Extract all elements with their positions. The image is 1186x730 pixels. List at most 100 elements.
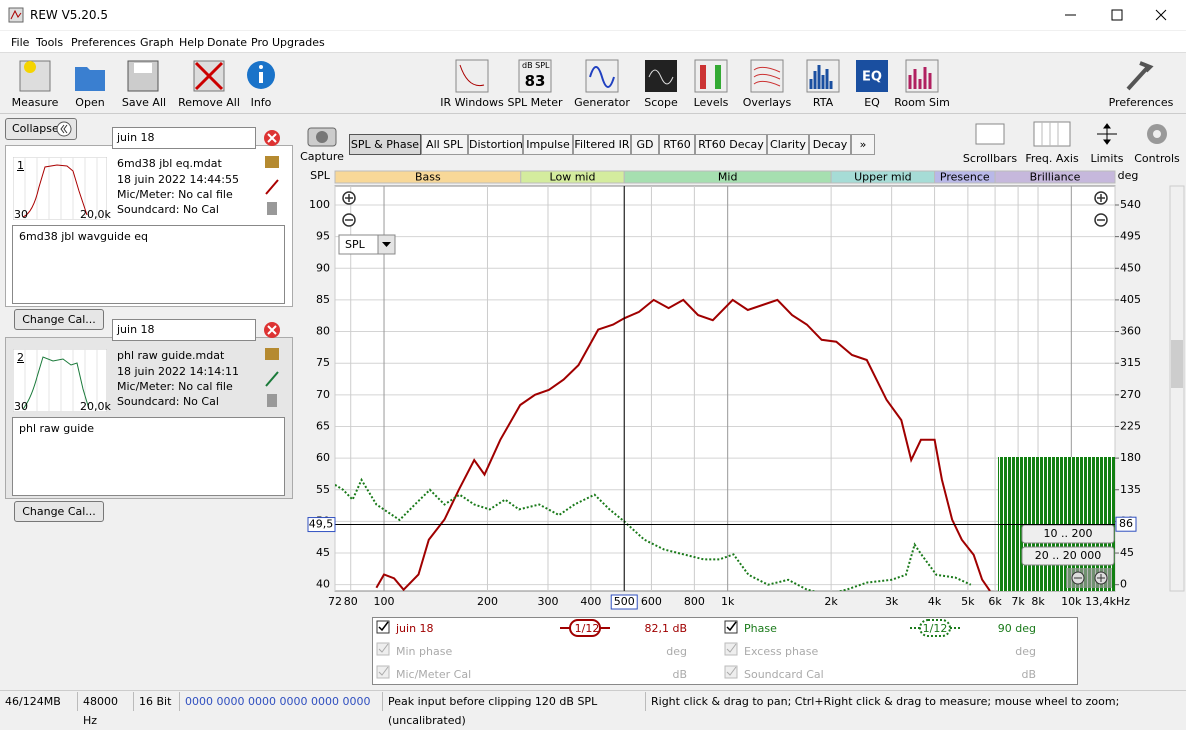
x-tick-label: 7k — [1011, 595, 1025, 608]
menu-item[interactable]: Preferences — [71, 36, 136, 49]
smoothing[interactable]: 1/12 — [574, 622, 600, 635]
toolbar-button[interactable]: Save All — [121, 96, 167, 109]
y-tick-label: 95 — [316, 230, 330, 243]
notes[interactable]: phl raw guide — [12, 417, 285, 496]
thumb-label: 30 — [14, 400, 28, 413]
x-tick-label: 80 — [344, 595, 358, 608]
graph-tool[interactable]: Controls — [1134, 152, 1180, 165]
change-cal-button[interactable]: Change Cal... — [14, 309, 104, 330]
x-tick-label: 4k — [928, 595, 942, 608]
status-memory: 46/124MB — [0, 692, 78, 711]
menu-bar — [0, 31, 1186, 53]
y2-tick-label: 540 — [1120, 198, 1141, 211]
capture-icon[interactable] — [306, 124, 338, 148]
band-label: Bass — [415, 171, 441, 184]
tab[interactable]: SPL & Phase — [349, 134, 421, 155]
tab[interactable]: RT60 Decay — [695, 134, 767, 155]
y2-tick-label: 135 — [1120, 483, 1141, 496]
cursor-box — [610, 594, 638, 610]
band — [994, 170, 1116, 184]
y-tick-label: 55 — [316, 483, 330, 496]
toolbar-button[interactable]: Levels — [693, 96, 729, 109]
tab[interactable]: RT60 — [659, 134, 695, 155]
plot-area[interactable] — [334, 185, 1116, 592]
window-title: REW V5.20.5 — [30, 8, 108, 22]
menu-item[interactable]: Help — [179, 36, 205, 49]
toolbar-button[interactable]: Remove All — [178, 96, 240, 109]
mic-cal: Mic/Meter: No cal file — [117, 188, 233, 201]
tab[interactable]: All SPL — [421, 134, 468, 155]
notes-text: 6md38 jbl wavguide eq — [19, 230, 149, 243]
x-tick-label: 800 — [684, 595, 705, 608]
menu-item[interactable]: Donate — [207, 36, 247, 49]
notes[interactable]: 6md38 jbl wavguide eq — [12, 225, 285, 304]
search-field[interactable]: juin 18 — [112, 319, 256, 341]
button-label: Change Cal... — [22, 505, 96, 518]
date: 18 juin 2022 14:44:55 — [117, 173, 239, 186]
tab[interactable]: Distortion — [468, 134, 523, 155]
toolbar-button[interactable]: Open — [75, 96, 105, 109]
tab[interactable]: Filtered IR — [573, 134, 631, 155]
toolbar-button[interactable]: IR Windows — [440, 96, 504, 109]
tab[interactable]: Impulse — [523, 134, 573, 155]
zoom-buttons[interactable] — [342, 191, 1108, 227]
range-text: 10 .. 200 — [1044, 527, 1093, 540]
legend-checkboxes[interactable] — [372, 617, 1078, 685]
menu-item[interactable]: Tools — [36, 36, 64, 49]
mic-cal: Mic/Meter: No cal file — [117, 380, 233, 393]
smoothing[interactable]: 1/12 — [922, 622, 948, 635]
measurement-index: 2 — [17, 351, 24, 364]
graph-tool[interactable]: Scrollbars — [962, 152, 1018, 165]
toolbar-button[interactable]: Generator — [574, 96, 630, 109]
file-name: 6md38 jbl eq.mdat — [117, 157, 222, 170]
y-tick-label: 85 — [316, 293, 330, 306]
y2-tick-label: 495 — [1120, 230, 1141, 243]
remove-icon[interactable] — [263, 129, 281, 147]
toolbar-button[interactable]: Overlays — [742, 96, 792, 109]
unit: deg — [1015, 645, 1036, 658]
change-cal-button[interactable]: Change Cal... — [14, 501, 104, 522]
toolbar-button[interactable]: SPL Meter — [507, 96, 563, 109]
range-button[interactable] — [1021, 546, 1115, 566]
tab[interactable]: » — [851, 134, 875, 155]
dropdown-text: SPL — [345, 238, 366, 251]
toolbar-button[interactable]: EQ — [864, 96, 880, 109]
toolbar-button[interactable]: RTA — [812, 96, 834, 109]
status-hint: Right click & drag to pan; Ctrl+Right cl… — [651, 695, 1120, 708]
y-tick-label: 45 — [316, 546, 330, 559]
scroll-thumb[interactable] — [1171, 340, 1183, 388]
menu-item[interactable]: Pro Upgrades — [251, 36, 325, 49]
toolbar-button[interactable]: Measure — [11, 96, 59, 109]
tab[interactable]: Clarity — [767, 134, 809, 155]
remove-icon[interactable] — [263, 321, 281, 339]
soundcard-cal: Soundcard: No Cal — [117, 395, 219, 408]
arrow-glyph — [382, 242, 391, 247]
toolbar-button[interactable]: Info — [250, 96, 272, 109]
series-line — [335, 477, 972, 591]
graph-tool[interactable]: Freq. Axis — [1025, 152, 1079, 165]
status-bits: 16 Bit — [134, 692, 180, 711]
toolbar-button[interactable]: Scope — [644, 96, 678, 109]
x-tick-label: 5k — [961, 595, 975, 608]
y-tick-label: 75 — [316, 356, 330, 369]
scrollbar[interactable] — [1169, 185, 1185, 592]
legend-entry: Soundcard Cal — [744, 668, 824, 681]
cursor-box — [307, 517, 336, 533]
legend-entry: Excess phase — [744, 645, 819, 658]
menu-item[interactable]: Graph — [140, 36, 174, 49]
capture-label[interactable]: Capture — [300, 150, 344, 163]
y2-tick-label: 405 — [1120, 293, 1141, 306]
measurement-icons[interactable] — [263, 154, 281, 218]
toolbar-button[interactable]: Preferences — [1108, 96, 1174, 109]
toolbar-button[interactable]: Room Sim — [894, 96, 950, 109]
search-field[interactable]: juin 18 — [112, 127, 256, 149]
zoom-x-buttons[interactable] — [1066, 568, 1112, 588]
measurement-icons[interactable] — [263, 346, 281, 410]
menu-item[interactable]: File — [11, 36, 30, 49]
tab[interactable]: Decay — [809, 134, 851, 155]
tab[interactable]: GD — [631, 134, 659, 155]
window-controls[interactable] — [1050, 0, 1186, 30]
toolbar-icons: EQ — [19, 59, 1154, 93]
graph-tool[interactable]: Limits — [1090, 152, 1124, 165]
